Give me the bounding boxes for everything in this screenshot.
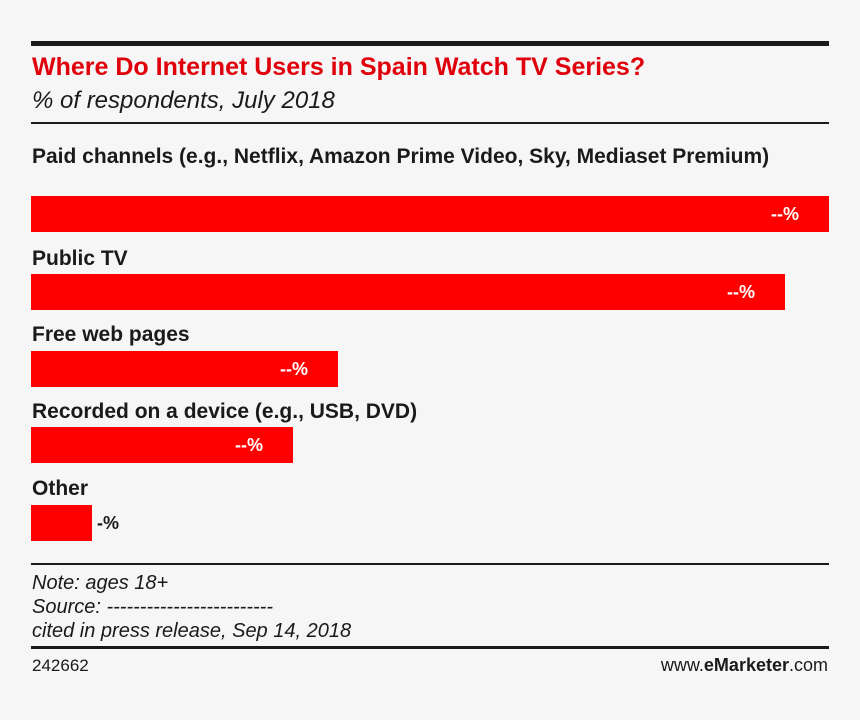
brand-suffix: .com — [788, 655, 828, 675]
brand-prefix: www. — [660, 655, 704, 675]
bar — [31, 505, 92, 541]
top-rule — [31, 41, 829, 46]
footer-divider — [31, 563, 829, 565]
data-label: --% — [727, 282, 755, 302]
data-label: -% — [97, 513, 119, 533]
category-label: Free web pages — [32, 323, 190, 346]
brand-link[interactable]: www.eMarketer.com — [661, 655, 828, 676]
bottom-rule — [31, 646, 829, 649]
footnote-note: Note: ages 18+ — [32, 572, 169, 594]
footnote-source: Source: ------------------------- — [32, 596, 273, 618]
data-label: --% — [280, 359, 308, 379]
category-label: Other — [32, 477, 89, 500]
bar — [31, 274, 785, 310]
header-divider — [31, 122, 829, 124]
bar — [31, 196, 829, 232]
category-label: Recorded on a device (e.g., USB, DVD) — [32, 400, 418, 423]
category-label: Public TV — [32, 247, 128, 270]
brand-name: eMarketer — [703, 655, 789, 675]
bar — [31, 351, 338, 387]
chart-title: Where Do Internet Users in Spain Watch T… — [32, 53, 646, 81]
data-label: --% — [235, 435, 263, 455]
chart-subtitle: % of respondents, July 2018 — [32, 87, 335, 114]
footnote-cited: cited in press release, Sep 14, 2018 — [32, 620, 352, 642]
bar — [31, 427, 293, 463]
category-label: Paid channels (e.g., Netflix, Amazon Pri… — [32, 145, 770, 168]
chart-id: 242662 — [32, 656, 89, 675]
data-label: --% — [771, 204, 799, 224]
